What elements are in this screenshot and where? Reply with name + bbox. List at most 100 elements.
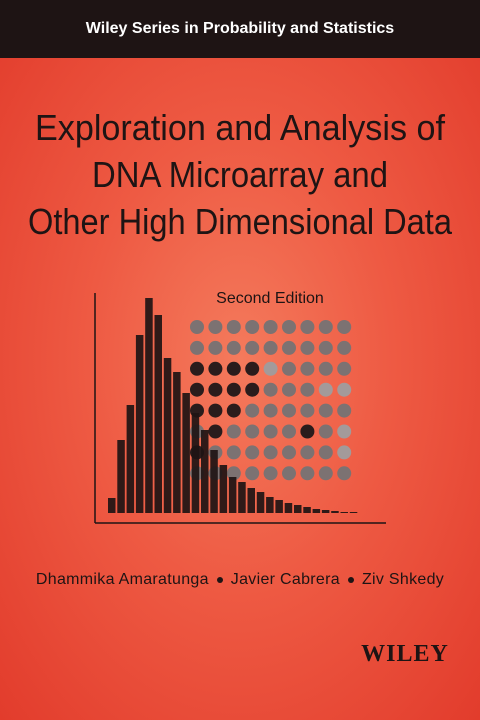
decor-dot [208, 424, 223, 439]
decor-dot [245, 445, 260, 460]
decor-bar [284, 503, 293, 513]
decor-bar [108, 498, 116, 513]
decor-bar [294, 505, 302, 513]
decor-dot [300, 403, 315, 418]
separator [347, 577, 354, 583]
decor-dot [337, 320, 352, 334]
decor-dot [282, 320, 296, 334]
decor-bar [191, 413, 200, 513]
decor-dot [190, 382, 204, 397]
author: Javier Cabrera [230, 571, 340, 588]
decor-bar [145, 298, 153, 513]
decor-bar [238, 482, 246, 513]
decor-dot [337, 466, 352, 481]
decor-dot [245, 320, 260, 334]
decor-dot [300, 361, 315, 376]
decor-dot [318, 466, 333, 481]
decor-dot [226, 340, 241, 355]
decor-dot [300, 382, 315, 397]
decor-dot [337, 403, 352, 418]
decor-dot [282, 403, 296, 418]
decor-dot [245, 424, 260, 439]
decor-bar [349, 512, 358, 513]
decor-dot [318, 382, 333, 397]
decor-dot [318, 403, 333, 418]
decor-dot [282, 445, 296, 460]
decor-dot [245, 466, 260, 481]
decor-dot [337, 445, 352, 460]
decor-dot [208, 340, 223, 355]
decor-dot [318, 320, 333, 334]
decor-dot [318, 340, 333, 355]
decor-bar [266, 497, 274, 513]
series-band [0, 0, 480, 58]
decor-bar [201, 430, 209, 513]
decor-dot [282, 361, 296, 376]
decor-dot [245, 382, 260, 397]
decor-dot [337, 361, 352, 376]
decor-dot [300, 445, 315, 460]
decor-dot [226, 424, 241, 439]
title-line: DNA Microarray and [92, 154, 388, 195]
authors: Dhammika Amaratunga Javier Cabrera Ziv S… [0, 571, 480, 589]
decor-bar [163, 358, 172, 513]
decor-bar [331, 511, 339, 513]
decor-dot [263, 403, 278, 418]
decor-dot [337, 340, 352, 355]
decor-dot [263, 361, 278, 376]
decor-bar [275, 500, 283, 513]
decor-dot [190, 361, 204, 376]
decor-bar [340, 512, 348, 513]
decor-dot [208, 403, 223, 418]
decor-dot [318, 424, 333, 439]
decor-bar [219, 465, 228, 513]
decor-dot [263, 466, 278, 481]
decor-dot [226, 403, 241, 418]
decor-dot [226, 382, 241, 397]
decor-dot [300, 340, 315, 355]
decor-dot [208, 361, 223, 376]
decor-dot [300, 424, 315, 439]
decor-dot [263, 320, 278, 334]
title-line: Exploration and Analysis of [35, 107, 446, 148]
decor-dot [337, 382, 352, 397]
decor-dot [226, 361, 241, 376]
author: Dhammika Amaratunga [35, 571, 209, 588]
decor-dot [190, 320, 204, 334]
decor-dot [282, 424, 296, 439]
decor-dot [300, 466, 315, 481]
illustration [94, 293, 386, 524]
decor-dot [226, 320, 241, 334]
decor-dot [282, 382, 296, 397]
decor-dot [208, 320, 223, 334]
series-name: Wiley Series in Probability and Statisti… [85, 20, 395, 37]
decor-bar [173, 372, 181, 513]
decor-dot [318, 445, 333, 460]
decor-dot [245, 403, 260, 418]
decor-dot [263, 445, 278, 460]
decor-bar [135, 335, 144, 513]
decor-dot [245, 340, 260, 355]
decor-dot [318, 361, 333, 376]
decor-bar [210, 450, 218, 513]
decor-dot [208, 382, 223, 397]
decor-bar [256, 492, 265, 513]
decor-dot [282, 466, 296, 481]
decor-dot [282, 340, 296, 355]
decor-dot [337, 424, 352, 439]
decor-bar [154, 315, 162, 513]
decor-dot [263, 382, 278, 397]
decor-dot [300, 320, 315, 334]
decor-bar [228, 477, 237, 513]
decor-bar [182, 393, 190, 513]
separator [216, 577, 223, 583]
decor-dot [226, 445, 241, 460]
decor-bar [312, 509, 321, 513]
decor-bar [321, 510, 330, 513]
decor-dot [245, 361, 260, 376]
publisher-logo: WILEY [361, 641, 449, 667]
decor-dot [263, 424, 278, 439]
title-line: Other High Dimensional Data [28, 201, 453, 242]
